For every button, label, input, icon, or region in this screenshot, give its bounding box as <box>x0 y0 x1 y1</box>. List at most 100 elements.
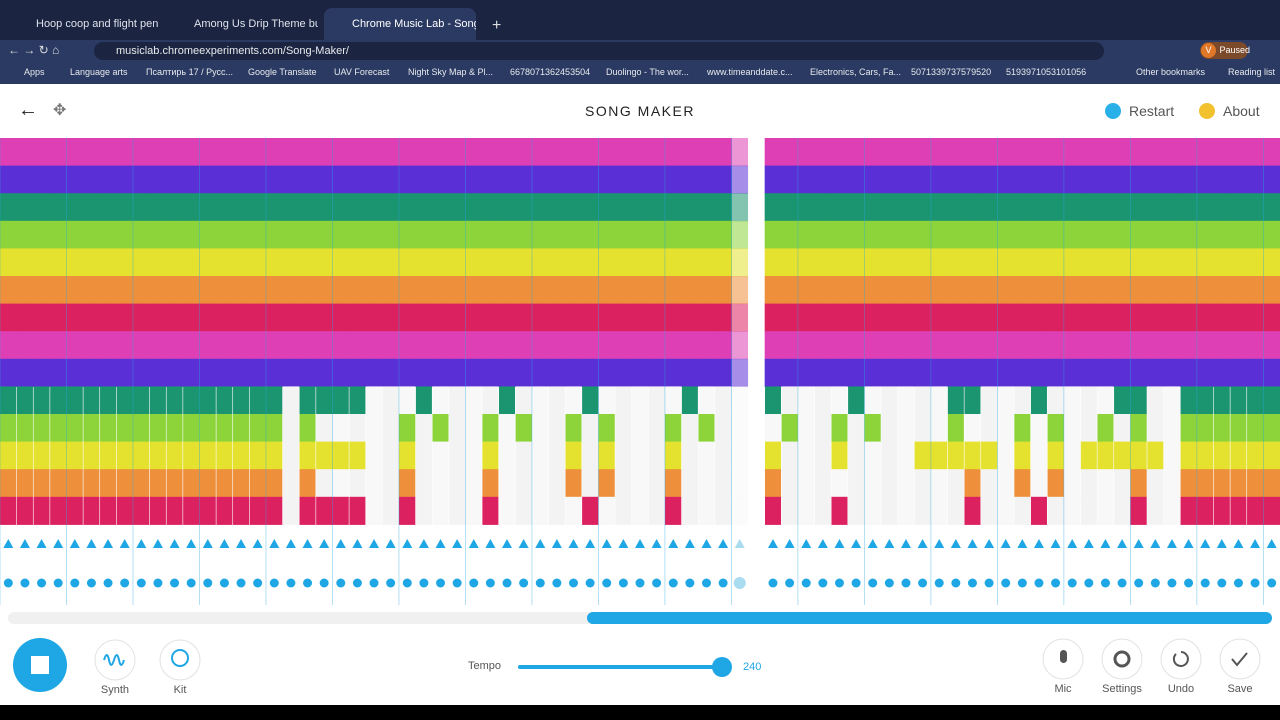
about-button[interactable]: About <box>1223 103 1260 119</box>
note-grid[interactable] <box>0 138 1280 630</box>
undo-button[interactable] <box>1160 638 1202 680</box>
kit-button[interactable] <box>159 639 201 681</box>
note-cell <box>1213 248 1231 277</box>
bookmark[interactable]: Duolingo - The wor... <box>606 67 689 77</box>
note-cell <box>232 358 250 387</box>
note-cell <box>964 220 982 249</box>
note-cell <box>216 441 234 470</box>
note-cell <box>365 138 383 167</box>
note-cell <box>1113 248 1131 277</box>
note-cell <box>0 358 18 387</box>
note-cell <box>1263 469 1280 498</box>
beat-dot <box>618 578 628 588</box>
note-cell <box>166 276 184 305</box>
note-cell <box>116 248 134 277</box>
bookmark[interactable]: 5071339737579520 <box>911 67 992 77</box>
move-button[interactable]: ✥ <box>53 102 67 119</box>
bookmark[interactable]: UAV Forecast <box>334 67 390 77</box>
note-cell <box>365 193 383 222</box>
note-cell <box>216 220 234 249</box>
note-cell <box>349 220 367 249</box>
note-cell <box>964 386 982 415</box>
bookmark[interactable]: Apps <box>24 67 45 77</box>
bookmark[interactable]: Electronics, Cars, Fa... <box>810 67 902 77</box>
beat-dot <box>552 578 562 588</box>
note-cell <box>1163 441 1181 470</box>
bookmark[interactable]: Псалтирь 17 / Русс... <box>146 67 233 77</box>
note-cell <box>415 414 433 443</box>
note-cell <box>831 414 849 443</box>
note-cell <box>1097 386 1115 415</box>
note-cell <box>581 496 599 525</box>
note-cell <box>149 496 167 525</box>
beat-triangle <box>302 539 313 548</box>
bookmark[interactable]: 6678071362453504 <box>510 67 591 77</box>
save-button[interactable] <box>1219 638 1261 680</box>
note-cell <box>66 331 84 360</box>
tab[interactable]: Among Us Drip Theme but it's in <box>194 18 318 30</box>
note-cell <box>1196 441 1215 470</box>
back-button[interactable]: ← <box>18 99 38 121</box>
address-bar[interactable]: musiclab.chromeexperiments.com/Song-Make… <box>94 42 1104 60</box>
note-cell <box>581 193 599 222</box>
note-cell <box>565 331 583 360</box>
new-tab[interactable]: + <box>492 17 502 34</box>
note-cell <box>116 386 134 415</box>
tempo-knob[interactable] <box>712 657 732 677</box>
note-cell <box>1147 276 1165 305</box>
note-cell <box>1213 441 1231 470</box>
note-cell <box>1196 469 1215 498</box>
note-cell <box>1230 193 1248 222</box>
note-cell <box>615 138 633 167</box>
beat-triangle <box>219 539 230 548</box>
note-cell <box>930 220 949 249</box>
bookmark[interactable]: www.timeanddate.c... <box>707 67 793 77</box>
note-cell <box>1130 220 1148 249</box>
nav-buttons[interactable]: ← → ↻ ⌂ <box>8 43 60 57</box>
note-cell <box>232 441 250 470</box>
profile[interactable]: V Paused <box>1200 42 1250 59</box>
bookmark[interactable]: Night Sky Map & Pl... <box>408 67 494 77</box>
note-cell <box>382 193 400 222</box>
note-cell <box>49 193 67 222</box>
note-cell <box>1196 414 1215 443</box>
note-cell <box>714 358 732 387</box>
mic-label: Mic <box>1054 683 1072 695</box>
note-cell <box>847 414 865 443</box>
note-cell <box>1147 165 1165 194</box>
note-cell <box>149 248 167 277</box>
note-cell <box>565 165 583 194</box>
bookmark[interactable]: Google Translate <box>248 67 317 77</box>
note-cell <box>49 165 67 194</box>
note-cell <box>16 441 34 470</box>
bookmark[interactable]: Language arts <box>70 67 128 77</box>
note-cell <box>714 386 732 415</box>
note-cell <box>382 469 400 498</box>
bookmark[interactable]: Reading list <box>1228 67 1276 77</box>
note-cell <box>764 414 782 443</box>
beat-triangle <box>435 539 446 548</box>
note-cell <box>847 165 865 194</box>
note-cell <box>731 441 749 470</box>
tab[interactable]: Chrome Music Lab - Song M <box>324 8 476 40</box>
beat-triangle <box>551 539 562 548</box>
note-cell <box>1030 469 1048 498</box>
bookmark[interactable]: Other bookmarks <box>1136 67 1206 77</box>
note-cell <box>482 496 500 525</box>
note-cell <box>598 496 616 525</box>
restart-button[interactable]: Restart <box>1129 103 1175 119</box>
scroll-thumb[interactable] <box>587 612 1272 624</box>
beat-triangle <box>402 539 413 548</box>
note-cell <box>16 358 34 387</box>
beat-triangle <box>3 539 14 548</box>
note-cell <box>216 303 234 332</box>
tab[interactable]: Hoop coop and flight pen wire b <box>36 18 160 30</box>
settings-button[interactable] <box>1101 638 1143 680</box>
note-cell <box>814 276 832 305</box>
bookmark[interactable]: 5193971053101056 <box>1006 67 1087 77</box>
note-cell <box>1180 193 1198 222</box>
beat-dot <box>602 578 612 588</box>
note-cell <box>714 496 732 525</box>
note-cell <box>831 441 849 470</box>
note-cell <box>548 414 566 443</box>
